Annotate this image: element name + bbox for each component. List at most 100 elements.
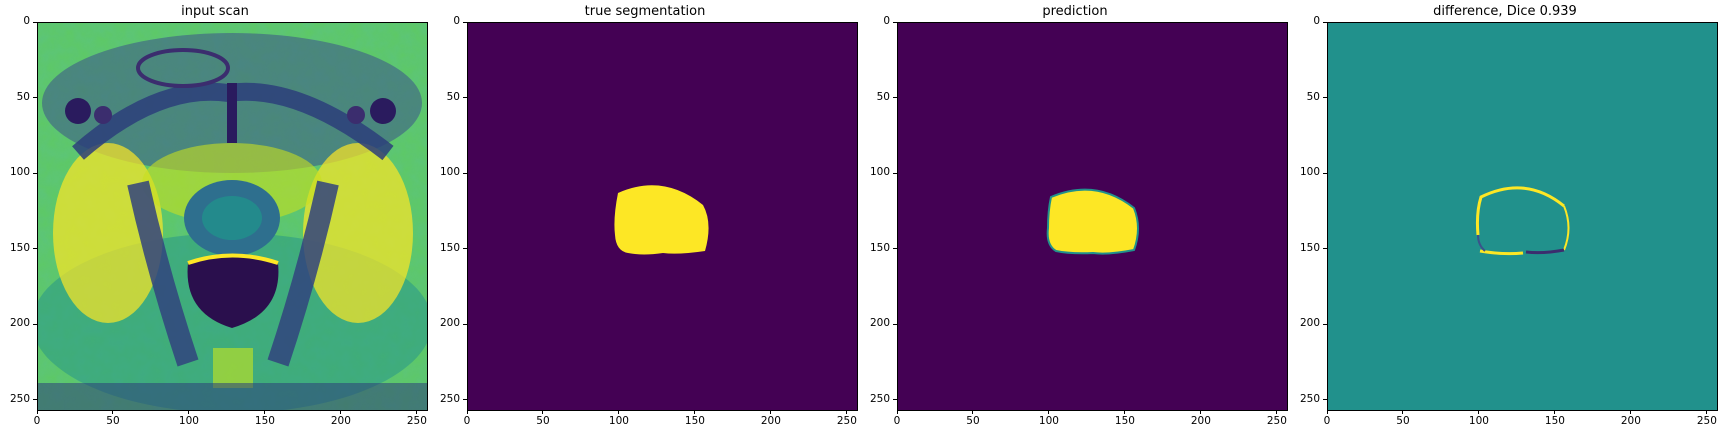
y-tick-label: 250 — [869, 392, 890, 405]
x-tick — [1706, 410, 1708, 414]
x-tick — [846, 410, 848, 414]
y-tick-label: 50 — [1306, 90, 1320, 103]
x-tick — [896, 410, 898, 414]
true-mask-image — [468, 23, 857, 410]
x-tick — [1200, 410, 1202, 414]
y-tick — [33, 97, 37, 99]
y-tick — [893, 21, 897, 23]
x-tick-label: 250 — [1696, 415, 1717, 427]
panel-prediction: prediction — [860, 0, 1290, 432]
image-axes — [37, 22, 428, 411]
panel-true-segmentation: true segmentation — [430, 0, 860, 432]
prediction-image — [898, 23, 1287, 410]
y-tick — [463, 97, 467, 99]
y-tick-label: 150 — [439, 241, 460, 254]
x-tick — [694, 410, 696, 414]
x-tick — [1326, 410, 1328, 414]
x-tick — [416, 410, 418, 414]
difference-image — [1328, 23, 1717, 410]
x-tick-label: 0 — [463, 415, 471, 427]
x-tick-label: 250 — [406, 415, 427, 427]
x-tick — [1630, 410, 1632, 414]
x-tick-label: 50 — [1396, 415, 1410, 427]
y-tick-label: 100 — [869, 166, 890, 179]
y-tick-label: 50 — [16, 90, 30, 103]
y-tick — [33, 323, 37, 325]
y-tick — [463, 21, 467, 23]
x-tick — [1402, 410, 1404, 414]
y-tick — [463, 399, 467, 401]
x-tick — [1124, 410, 1126, 414]
y-tick — [463, 248, 467, 250]
y-tick-label: 250 — [1299, 392, 1320, 405]
y-tick — [33, 21, 37, 23]
y-tick-label: 150 — [1299, 241, 1320, 254]
x-tick-label: 0 — [33, 415, 41, 427]
y-tick — [893, 97, 897, 99]
x-tick — [1276, 410, 1278, 414]
y-tick-label: 250 — [439, 392, 460, 405]
y-tick — [1323, 172, 1327, 174]
x-tick-label: 100 — [608, 415, 629, 427]
y-tick-label: 200 — [439, 317, 460, 330]
x-tick — [1554, 410, 1556, 414]
y-tick-label: 0 — [23, 15, 30, 27]
x-tick-label: 150 — [684, 415, 705, 427]
x-tick-label: 100 — [1468, 415, 1489, 427]
y-tick — [33, 172, 37, 174]
y-tick-label: 150 — [869, 241, 890, 254]
x-tick-label: 50 — [106, 415, 120, 427]
y-tick — [893, 172, 897, 174]
panel-title: prediction — [1042, 4, 1108, 19]
y-tick-label: 100 — [439, 166, 460, 179]
image-axes — [467, 22, 858, 411]
x-tick — [112, 410, 114, 414]
x-tick — [1048, 410, 1050, 414]
x-tick-label: 100 — [1038, 415, 1059, 427]
x-tick-label: 0 — [1323, 415, 1331, 427]
x-tick — [36, 410, 38, 414]
x-tick — [770, 410, 772, 414]
x-tick — [340, 410, 342, 414]
y-tick — [463, 323, 467, 325]
y-tick-label: 250 — [9, 392, 30, 405]
panel-title: input scan — [181, 4, 249, 19]
x-tick-label: 200 — [1190, 415, 1211, 427]
y-tick-label: 50 — [876, 90, 890, 103]
y-tick — [1323, 97, 1327, 99]
y-tick-label: 150 — [9, 241, 30, 254]
mri-scan-image — [38, 23, 427, 410]
y-tick — [1323, 21, 1327, 23]
y-tick — [893, 248, 897, 250]
y-tick — [1323, 399, 1327, 401]
x-tick — [542, 410, 544, 414]
y-tick — [463, 172, 467, 174]
y-tick — [893, 323, 897, 325]
y-tick — [33, 248, 37, 250]
x-tick-label: 150 — [1544, 415, 1565, 427]
y-tick-label: 50 — [446, 90, 460, 103]
panel-title: true segmentation — [584, 4, 706, 19]
y-tick-label: 200 — [869, 317, 890, 330]
y-tick — [1323, 323, 1327, 325]
x-tick — [264, 410, 266, 414]
y-tick-label: 200 — [1299, 317, 1320, 330]
y-tick-label: 100 — [1299, 166, 1320, 179]
x-tick-label: 150 — [1114, 415, 1135, 427]
y-tick-label: 100 — [9, 166, 30, 179]
panel-title: difference, Dice 0.939 — [1433, 4, 1577, 19]
y-tick — [893, 399, 897, 401]
y-tick-label: 0 — [883, 15, 890, 27]
x-tick — [972, 410, 974, 414]
panel-input-scan: input scan — [0, 0, 430, 432]
x-tick-label: 0 — [893, 415, 901, 427]
image-axes — [1327, 22, 1718, 411]
x-tick-label: 100 — [178, 415, 199, 427]
x-tick-label: 250 — [836, 415, 857, 427]
x-tick-label: 50 — [536, 415, 550, 427]
y-tick-label: 0 — [1313, 15, 1320, 27]
x-tick — [618, 410, 620, 414]
x-tick — [1478, 410, 1480, 414]
y-tick-label: 0 — [453, 15, 460, 27]
x-tick-label: 150 — [254, 415, 275, 427]
